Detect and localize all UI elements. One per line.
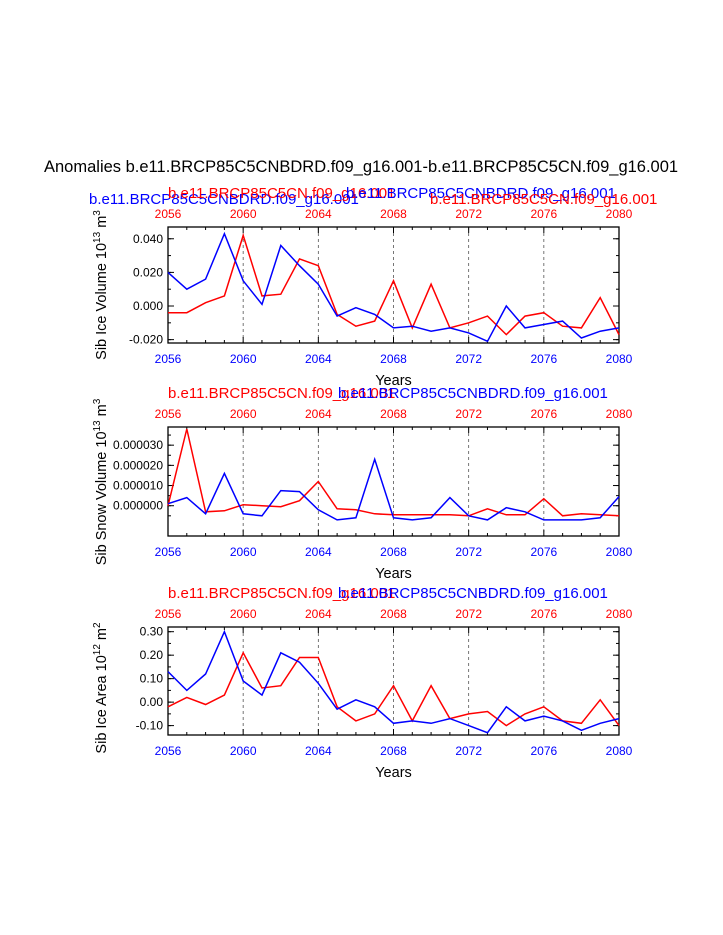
series-line xyxy=(167,456,620,521)
x-tick-label-top: 2068 xyxy=(380,407,407,421)
legend-2b: b.e11.BRCP85C5CNBDRD.f09_g16.001 xyxy=(338,385,608,402)
y-tick-label: 0.000020 xyxy=(113,458,163,472)
y-tick-label: 0.000 xyxy=(133,299,163,313)
x-tick-label-bottom: 2072 xyxy=(455,545,482,559)
x-tick-label-top: 2068 xyxy=(380,207,407,221)
legend-1b: b.e11.BRCP85C5CN.f09_g16.001 xyxy=(168,185,395,202)
x-tick-label-bottom: 2080 xyxy=(606,545,633,559)
x-tick-label-bottom: 2056 xyxy=(155,744,182,758)
x-tick-label-top: 2064 xyxy=(305,207,332,221)
y-tick-label: 0.000000 xyxy=(113,499,163,513)
x-tick-label-top: 2060 xyxy=(230,607,257,621)
series-line xyxy=(167,231,620,343)
y-tick-label: 0.020 xyxy=(133,265,163,279)
x-tick-label-bottom: 2060 xyxy=(230,744,257,758)
y-tick-label: 0.040 xyxy=(133,232,163,246)
x-axis-label: Years xyxy=(375,765,412,781)
y-axis-label: Sib Snow Volume 1013 m3 xyxy=(92,398,110,565)
figure-title: Anomalies b.e11.BRCP85C5CNBDRD.f09_g16.0… xyxy=(44,158,678,176)
plot-area-2: 2056 2056 2060 2060 2064 2064 2068 2068 2072 2072… xyxy=(92,398,633,582)
y-tick-label: 0.00 xyxy=(140,695,164,709)
x-tick-label-top: 2076 xyxy=(530,207,557,221)
x-tick-label-top: 2080 xyxy=(606,207,633,221)
legend-3b: b.e11.BRCP85C5CNBDRD.f09_g16.001 xyxy=(338,585,608,602)
y-axis-label: Sib Ice Volume 1013 m3 xyxy=(92,210,110,360)
x-tick-label-top: 2060 xyxy=(230,207,257,221)
x-tick-label-top: 2068 xyxy=(380,607,407,621)
x-tick-label-bottom: 2056 xyxy=(155,352,182,366)
series-line xyxy=(167,651,620,727)
x-axis-label: Years xyxy=(375,566,412,582)
panel-3: b.e11.BRCP85C5CN.f09_g16.001 b.e11.BRCP8… xyxy=(92,585,633,781)
y-tick-label: -0.020 xyxy=(129,333,163,347)
series-line xyxy=(167,629,620,734)
legend-2a: b.e11.BRCP85C5CN.f09_g16.001 xyxy=(168,385,395,402)
legend-1a: b.e11.BRCP85C5CNBDRD.f09_g16.001 xyxy=(89,191,359,208)
x-tick-label-top: 2080 xyxy=(606,407,633,421)
x-axis-label: Years xyxy=(375,373,412,389)
y-tick-label: -0.10 xyxy=(136,719,164,733)
x-tick-label-bottom: 2068 xyxy=(380,545,407,559)
x-tick-label-bottom: 2060 xyxy=(230,545,257,559)
x-tick-label-bottom: 2080 xyxy=(606,744,633,758)
x-tick-label-bottom: 2076 xyxy=(530,744,557,758)
x-tick-label-bottom: 2064 xyxy=(305,352,332,366)
x-tick-label-top: 2072 xyxy=(455,207,482,221)
y-tick-label: 0.20 xyxy=(140,648,164,662)
legend-1c: b.e11.BRCP85C5CNBDRD.f09_g16.001 xyxy=(346,185,616,202)
x-tick-label-bottom: 2068 xyxy=(380,352,407,366)
plot-area-1: 2056 2056 2060 2060 2064 2064 2068 2068 2072 2072… xyxy=(92,207,633,389)
x-tick-label-bottom: 2068 xyxy=(380,744,407,758)
y-tick-label: 0.30 xyxy=(140,625,164,639)
y-tick-label: 0.000030 xyxy=(113,438,163,452)
x-tick-label-bottom: 2072 xyxy=(455,744,482,758)
x-tick-label-bottom: 2072 xyxy=(455,352,482,366)
x-tick-label-bottom: 2076 xyxy=(530,545,557,559)
panel-1: b.e11.BRCP85C5CNBDRD.f09_g16.001 b.e11.B… xyxy=(89,185,657,389)
x-tick-label-top: 2056 xyxy=(155,207,182,221)
x-tick-label-top: 2064 xyxy=(305,407,332,421)
x-tick-label-bottom: 2060 xyxy=(230,352,257,366)
x-tick-label-top: 2064 xyxy=(305,607,332,621)
panel-2: b.e11.BRCP85C5CN.f09_g16.001 b.e11.BRCP8… xyxy=(92,385,633,582)
x-tick-label-top: 2056 xyxy=(155,607,182,621)
y-tick-label: 0.10 xyxy=(140,672,164,686)
y-axis-label: Sib Ice Area 1012 m2 xyxy=(92,622,110,754)
x-tick-label-bottom: 2080 xyxy=(606,352,633,366)
x-tick-label-top: 2076 xyxy=(530,607,557,621)
x-tick-label-bottom: 2056 xyxy=(155,545,182,559)
x-tick-label-top: 2076 xyxy=(530,407,557,421)
x-tick-label-top: 2060 xyxy=(230,407,257,421)
x-tick-label-top: 2072 xyxy=(455,407,482,421)
series-line xyxy=(167,428,620,517)
x-tick-label-top: 2080 xyxy=(606,607,633,621)
y-tick-label: 0.000010 xyxy=(113,479,163,493)
series-line xyxy=(168,232,620,336)
plot-area-3: 2056 2056 2060 2060 2064 2064 2068 2068 2072 2072… xyxy=(92,607,633,781)
x-tick-label-top: 2056 xyxy=(155,407,182,421)
x-tick-label-bottom: 2064 xyxy=(305,545,332,559)
x-tick-label-bottom: 2064 xyxy=(305,744,332,758)
legend-3a: b.e11.BRCP85C5CN.f09_g16.001 xyxy=(168,585,395,602)
x-tick-label-bottom: 2076 xyxy=(530,352,557,366)
legend-1d: b.e11.BRCP85C5CN.f09_g16.001 xyxy=(430,191,657,208)
x-tick-label-top: 2072 xyxy=(455,607,482,621)
